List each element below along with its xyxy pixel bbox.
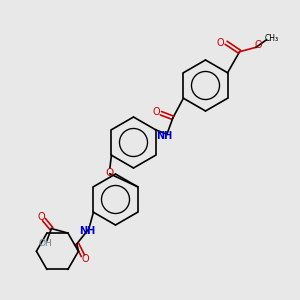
Text: OH: OH: [38, 239, 52, 248]
Text: O: O: [152, 107, 160, 117]
Text: O: O: [255, 40, 262, 50]
Text: O: O: [82, 254, 89, 264]
Text: NH: NH: [156, 131, 172, 141]
Text: CH₃: CH₃: [265, 34, 279, 43]
Text: O: O: [217, 38, 224, 48]
Text: O: O: [105, 168, 113, 178]
Text: O: O: [37, 212, 45, 222]
Text: NH: NH: [79, 226, 95, 236]
